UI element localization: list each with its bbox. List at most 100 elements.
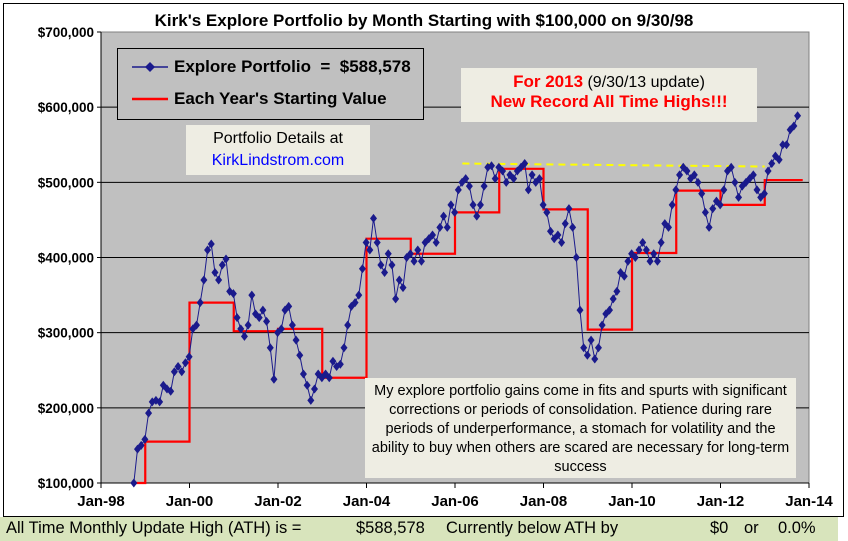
portfolio-point [554,230,562,240]
portfolio-point [296,350,304,360]
chart-frame: Kirk's Explore Portfolio by Month Starti… [3,3,844,517]
portfolio-point [510,174,518,184]
portfolio-point [432,237,440,247]
portfolio-point [594,343,602,353]
portfolio-point [465,181,473,191]
portfolio-point [392,294,400,304]
portfolio-point [502,177,510,187]
portfolio-point [181,358,189,368]
portfolio-point [351,298,359,308]
yearly-start-step-line [133,167,803,485]
note-annotation: My explore portfolio gains come in fits … [365,378,796,478]
portfolio-point [539,200,547,210]
chart-title: Kirk's Explore Portfolio by Month Starti… [155,11,694,30]
portfolio-point [270,374,278,384]
portfolio-point [244,320,252,330]
portfolio-point [454,185,462,195]
ath-value: $588,578 [356,519,425,537]
portfolio-point [410,256,418,266]
portfolio-point [683,166,691,176]
portfolio-point [366,245,374,255]
portfolio-point [211,268,219,278]
x-tick-label: Jan-06 [431,493,479,510]
portfolio-point [488,161,496,171]
portfolio-point [783,140,791,150]
portfolio-point [768,159,776,169]
portfolio-point [381,268,389,278]
portfolio-point [583,350,591,360]
portfolio-point [653,256,661,266]
portfolio-point [587,335,595,345]
portfolio-point [200,275,208,285]
details-annotation: Portfolio Details at KirkLindstrom.com [186,125,370,175]
portfolio-point [255,313,263,323]
portfolio-point [130,478,138,488]
record-annotation: For 2013 (9/30/13 update) New Record All… [461,68,757,122]
portfolio-point [561,219,569,229]
portfolio-point [311,384,319,394]
portfolio-point [631,253,639,262]
portfolio-point [620,271,628,281]
portfolio-point [178,367,186,377]
portfolio-point [672,185,680,195]
y-tick-label: $300,000 [38,326,94,341]
portfolio-point [565,204,573,214]
portfolio-point [388,260,396,270]
portfolio-point [598,320,606,330]
portfolio-point [285,301,293,311]
x-tick-label: Jan-08 [520,493,568,510]
portfolio-point [329,356,337,366]
details-link[interactable]: KirkLindstrom.com [211,152,345,169]
portfolio-point [436,222,444,232]
portfolio-point [156,397,164,407]
portfolio-point [440,211,448,221]
portfolio-point [362,237,370,247]
x-tick-label: Jan-12 [697,493,745,510]
portfolio-point [170,367,178,377]
portfolio-point [642,245,650,255]
portfolio-point [639,237,647,247]
details-text: Portfolio Details at [213,130,343,147]
portfolio-point [535,174,543,184]
portfolio-point [694,177,702,187]
portfolio-point [499,166,507,176]
portfolio-point [266,343,274,353]
ath-dashed-line [462,162,765,168]
portfolio-point [646,256,654,266]
portfolio-point [591,354,599,364]
portfolio-point [259,305,267,315]
portfolio-point [580,343,588,353]
portfolio-point [624,256,632,266]
portfolio-point [303,380,311,390]
portfolio-point [263,316,271,326]
y-tick-label: $200,000 [38,401,94,416]
portfolio-point [476,200,484,210]
portfolio-point [609,294,617,304]
portfolio-point [749,170,757,180]
portfolio-point [720,185,728,195]
legend-label-yearly-start: Each Year's Starting Value [174,89,387,108]
portfolio-point [569,222,577,232]
record-update: (9/30/13 update) [583,74,705,91]
portfolio-point [635,245,643,255]
below-amount: $0 [710,519,729,537]
portfolio-point [207,239,215,249]
portfolio-point [215,275,223,285]
portfolio-point [779,140,787,150]
portfolio-point [521,159,529,169]
y-tick-label: $400,000 [38,251,94,266]
portfolio-point [137,440,145,450]
portfolio-point [222,254,230,264]
portfolio-point [377,260,385,270]
portfolio-point [709,204,717,214]
portfolio-point [705,222,713,232]
portfolio-point [473,211,481,221]
portfolio-point [650,249,658,259]
portfolio-point [451,207,459,217]
portfolio-point [528,170,536,180]
portfolio-point [775,155,783,165]
portfolio-point [690,170,698,180]
portfolio-point [547,226,555,236]
portfolio-point [174,361,182,371]
portfolio-point [370,213,378,223]
